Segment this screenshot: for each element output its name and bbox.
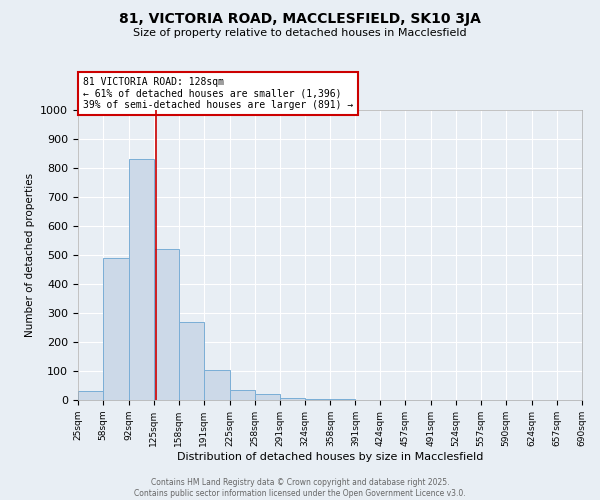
Bar [254,394,280,400]
Text: 81 VICTORIA ROAD: 128sqm
← 61% of detached houses are smaller (1,396)
39% of sem: 81 VICTORIA ROAD: 128sqm ← 61% of detach… [83,77,353,110]
Bar [179,322,204,400]
Text: 81, VICTORIA ROAD, MACCLESFIELD, SK10 3JA: 81, VICTORIA ROAD, MACCLESFIELD, SK10 3J… [119,12,481,26]
Bar [103,258,129,400]
Text: Size of property relative to detached houses in Macclesfield: Size of property relative to detached ho… [133,28,467,38]
Y-axis label: Number of detached properties: Number of detached properties [25,173,35,337]
Bar [154,249,179,400]
X-axis label: Distribution of detached houses by size in Macclesfield: Distribution of detached houses by size … [177,452,483,462]
Text: Contains HM Land Registry data © Crown copyright and database right 2025.
Contai: Contains HM Land Registry data © Crown c… [134,478,466,498]
Bar [78,392,103,400]
Bar [129,160,154,400]
Bar [230,390,254,400]
Bar [305,398,331,400]
Bar [280,398,305,400]
Bar [204,370,230,400]
